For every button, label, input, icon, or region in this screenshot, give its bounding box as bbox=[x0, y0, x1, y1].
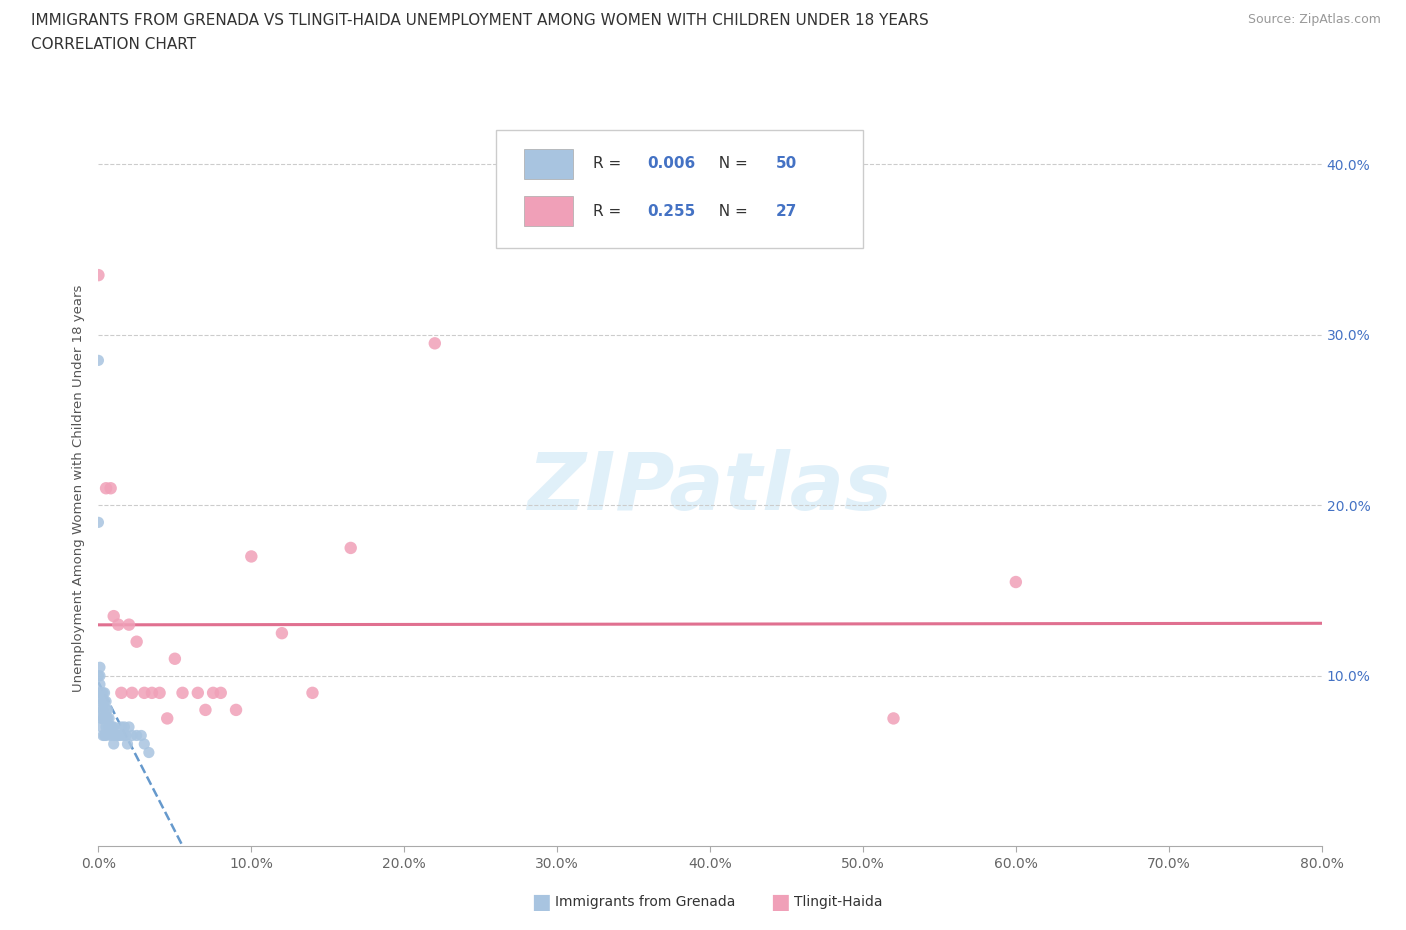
Point bbox=[90, 702, 112, 717]
Text: ZIPatlas: ZIPatlas bbox=[527, 449, 893, 527]
Point bbox=[125, 634, 148, 649]
Point bbox=[108, 728, 131, 743]
Text: R =: R = bbox=[592, 204, 626, 219]
Point bbox=[94, 728, 117, 743]
Point bbox=[100, 720, 122, 735]
Point bbox=[97, 711, 120, 726]
Point bbox=[103, 737, 125, 751]
Point bbox=[112, 720, 135, 735]
Text: ■: ■ bbox=[531, 892, 551, 912]
Point bbox=[94, 694, 117, 709]
Point bbox=[89, 685, 111, 700]
Point bbox=[138, 745, 160, 760]
Point bbox=[172, 685, 194, 700]
Text: Tlingit-Haida: Tlingit-Haida bbox=[794, 895, 883, 910]
Point bbox=[94, 481, 117, 496]
Point bbox=[118, 618, 141, 632]
Point bbox=[115, 728, 138, 743]
FancyBboxPatch shape bbox=[496, 130, 863, 248]
Point bbox=[141, 685, 163, 700]
Point bbox=[90, 720, 112, 735]
Point bbox=[209, 685, 232, 700]
Y-axis label: Unemployment Among Women with Children Under 18 years: Unemployment Among Women with Children U… bbox=[72, 285, 86, 692]
Text: Immigrants from Grenada: Immigrants from Grenada bbox=[555, 895, 735, 910]
Point bbox=[163, 651, 186, 666]
Point bbox=[103, 720, 125, 735]
Point bbox=[91, 702, 114, 717]
Point bbox=[125, 728, 148, 743]
Text: 27: 27 bbox=[776, 204, 797, 219]
Point bbox=[90, 711, 112, 726]
Point bbox=[101, 720, 124, 735]
Point bbox=[87, 268, 110, 283]
Point bbox=[94, 711, 117, 726]
Text: Source: ZipAtlas.com: Source: ZipAtlas.com bbox=[1247, 13, 1381, 26]
Point bbox=[129, 728, 152, 743]
Point bbox=[90, 685, 112, 700]
Point bbox=[91, 694, 114, 709]
Point bbox=[89, 677, 111, 692]
Text: 50: 50 bbox=[776, 156, 797, 171]
Point bbox=[105, 728, 128, 743]
Point bbox=[339, 540, 361, 555]
Point bbox=[100, 481, 122, 496]
Text: R =: R = bbox=[592, 156, 626, 171]
Point bbox=[91, 685, 114, 700]
Point bbox=[89, 660, 111, 675]
Point bbox=[93, 694, 115, 709]
Point bbox=[117, 737, 139, 751]
Point bbox=[301, 685, 323, 700]
Point bbox=[103, 728, 125, 743]
Point bbox=[93, 685, 115, 700]
Point bbox=[225, 702, 247, 717]
Point bbox=[121, 728, 143, 743]
Point bbox=[89, 669, 111, 684]
FancyBboxPatch shape bbox=[524, 149, 574, 179]
Point bbox=[93, 728, 115, 743]
Point bbox=[110, 720, 132, 735]
Point bbox=[121, 685, 143, 700]
Point bbox=[111, 728, 134, 743]
Point bbox=[202, 685, 225, 700]
Text: N =: N = bbox=[709, 156, 752, 171]
Point bbox=[98, 711, 121, 726]
Text: ■: ■ bbox=[770, 892, 790, 912]
Point bbox=[883, 711, 905, 726]
Text: IMMIGRANTS FROM GRENADA VS TLINGIT-HAIDA UNEMPLOYMENT AMONG WOMEN WITH CHILDREN : IMMIGRANTS FROM GRENADA VS TLINGIT-HAIDA… bbox=[31, 13, 929, 28]
Point bbox=[94, 720, 117, 735]
Point bbox=[149, 685, 172, 700]
Point bbox=[118, 720, 141, 735]
Point bbox=[98, 720, 121, 735]
Point bbox=[270, 626, 292, 641]
Point bbox=[110, 685, 132, 700]
Point bbox=[194, 702, 217, 717]
Point bbox=[103, 609, 125, 624]
Point bbox=[100, 728, 122, 743]
Text: 0.255: 0.255 bbox=[648, 204, 696, 219]
Point bbox=[90, 694, 112, 709]
Point bbox=[423, 336, 446, 351]
Point bbox=[91, 711, 114, 726]
Point bbox=[156, 711, 179, 726]
Point bbox=[187, 685, 209, 700]
Point bbox=[107, 728, 129, 743]
Point bbox=[94, 702, 117, 717]
Text: CORRELATION CHART: CORRELATION CHART bbox=[31, 37, 195, 52]
Point bbox=[87, 669, 110, 684]
Text: N =: N = bbox=[709, 204, 752, 219]
Point bbox=[87, 353, 110, 368]
Point bbox=[1004, 575, 1026, 590]
Point bbox=[97, 702, 120, 717]
Point bbox=[107, 618, 129, 632]
Point bbox=[240, 549, 263, 564]
Point bbox=[134, 685, 156, 700]
Point bbox=[93, 711, 115, 726]
FancyBboxPatch shape bbox=[524, 196, 574, 226]
Point bbox=[91, 728, 114, 743]
Point bbox=[87, 515, 110, 530]
Point bbox=[134, 737, 156, 751]
Text: 0.006: 0.006 bbox=[648, 156, 696, 171]
